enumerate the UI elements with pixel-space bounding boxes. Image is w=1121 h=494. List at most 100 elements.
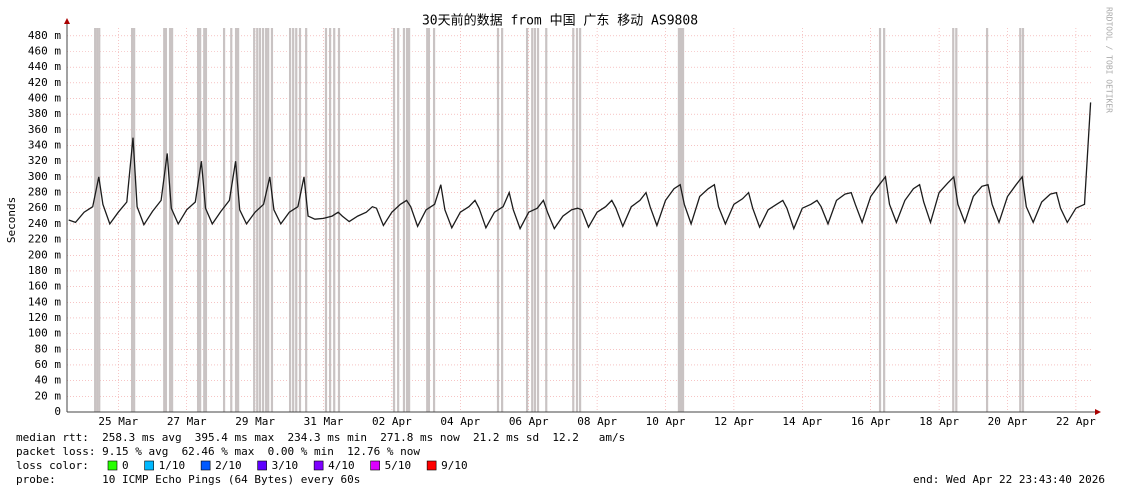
y-tick-label: 420 m [28,76,61,89]
x-tick-label: 31 Mar [304,415,344,428]
x-tick-label: 06 Apr [509,415,549,428]
legend-label: 3/10 [272,459,299,472]
loss-bar [579,28,582,412]
loss-bar [164,28,168,412]
loss-bar [270,28,274,412]
x-tick-label: 22 Apr [1056,415,1096,428]
legend-swatch [200,460,211,471]
y-tick-label: 400 m [28,92,61,105]
loss-bar [426,28,429,412]
loss-bar [234,28,238,412]
loss-bar [163,28,166,412]
legend-swatch [426,460,437,471]
watermark: RRDTOOL / TOBI OETIKER [1105,7,1114,113]
loss-bar [408,28,411,412]
loss-bar [253,28,256,412]
legend-swatch [370,460,380,471]
legend-swatch [107,460,118,471]
loss-bar [333,28,336,412]
loss-bar [292,28,295,412]
chart-title: 30天前的数据 from 中国 广东 移动 AS9808 [422,13,698,29]
x-tick-label: 10 Apr [646,415,686,428]
loss-bar [536,28,540,412]
loss-bar [256,28,259,412]
legend-label: 9/10 [441,459,468,472]
loss-bar [405,28,409,412]
legend-label: 2/10 [215,459,242,472]
y-tick-label: 120 m [28,311,61,324]
y-axis-label: Seconds [5,197,18,243]
stats-line: median rtt: 258.3 ms avg 395.4 ms max 23… [16,431,625,444]
loss-bar [170,28,174,412]
x-tick-label: 16 Apr [851,415,891,428]
loss-bar [261,28,265,412]
loss-bar [955,28,958,412]
loss-bar [196,28,200,412]
y-tick-label: 320 m [28,154,61,167]
loss-bar [533,28,537,412]
x-tick-label: 27 Mar [167,415,207,428]
legend-swatch [144,460,154,471]
y-tick-label: 0 [54,405,61,418]
legend-label: 1/10 [159,459,186,472]
loss-bar [985,28,989,412]
loss-bar [98,28,101,412]
loss-bar [204,28,208,412]
loss-bar [133,28,136,412]
axis-arrow [64,18,70,24]
loss-bar [298,28,302,412]
loss-bar [328,28,332,412]
y-tick-label: 100 m [28,327,61,340]
loss-bar [681,28,685,412]
y-tick-label: 240 m [28,217,61,230]
y-tick-label: 300 m [28,170,61,183]
y-tick-label: 340 m [28,139,61,152]
loss-bar [575,28,579,412]
loss-bar [501,28,504,412]
loss-bar [199,28,202,412]
y-tick-label: 140 m [28,295,61,308]
loss-bar [878,28,882,412]
loss-bar [130,28,134,412]
loss-bar [1021,28,1025,412]
y-tick-label: 20 m [35,389,62,402]
loss-bar [237,28,240,412]
x-tick-label: 25 Mar [98,415,138,428]
loss-bar [545,28,548,412]
loss-bar [572,28,575,412]
loss-bar [402,28,406,412]
probe-line: probe: 10 ICMP Echo Pings (64 Bytes) eve… [16,473,360,486]
y-tick-label: 160 m [28,280,61,293]
loss-bar [337,28,341,412]
y-tick-label: 460 m [28,45,61,58]
legend-label: 4/10 [328,459,355,472]
loss-bar [267,28,270,412]
loss-bar [230,28,233,412]
loss-bar [222,28,226,412]
loss-bar [265,28,268,412]
loss-bar [324,28,328,412]
loss-bar [883,28,886,412]
legend-swatch [313,460,324,471]
x-tick-label: 29 Mar [235,415,275,428]
loss-bar [525,28,529,412]
loss-bar [288,28,292,412]
y-tick-label: 220 m [28,233,61,246]
loss-bar [679,28,683,412]
legend-label: 5/10 [385,459,412,472]
y-tick-label: 200 m [28,248,61,261]
loss-bar [168,28,172,412]
loss-bar [96,28,99,412]
loss-bar [295,28,298,412]
stats-line: packet loss: 9.15 % avg 62.46 % max 0.00… [16,445,420,458]
x-tick-label: 12 Apr [714,415,754,428]
loss-bar [203,28,206,412]
y-tick-label: 440 m [28,60,61,73]
loss-bar [258,28,262,412]
median-line [68,102,1092,231]
loss-bar [531,28,534,412]
loss-bar [1019,28,1022,412]
loss-bar [94,28,97,412]
x-tick-label: 18 Apr [919,415,959,428]
